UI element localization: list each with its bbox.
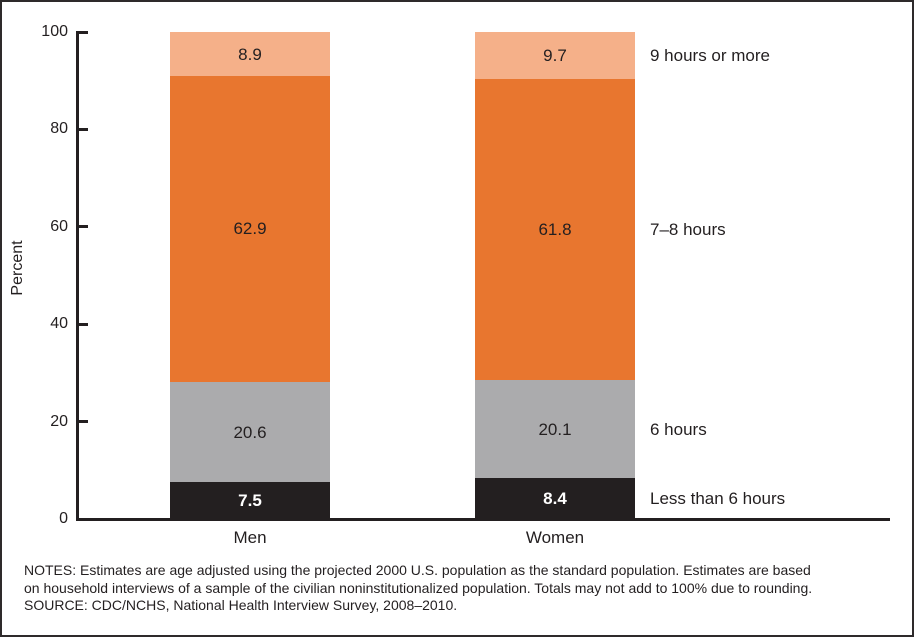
y-axis-tick-label: 100 xyxy=(41,23,68,40)
source-line: SOURCE: CDC/NCHS, National Health Interv… xyxy=(24,597,458,613)
notes-line-1: NOTES: Estimates are age adjusted using … xyxy=(24,562,811,578)
x-axis-category-label: Women xyxy=(525,528,585,547)
bar-segment-value: 8.4 xyxy=(543,489,567,509)
y-axis-line xyxy=(76,31,79,521)
legend-label: 9 hours or more xyxy=(650,46,770,66)
y-axis-tick xyxy=(78,322,88,326)
bar-segment xyxy=(475,478,635,519)
y-axis-tick xyxy=(78,225,88,229)
y-axis-tick xyxy=(78,517,88,521)
bar-segment xyxy=(170,382,330,483)
legend-label: Less than 6 hours xyxy=(650,489,786,509)
legend-label: 6 hours xyxy=(650,419,707,439)
bar-segment-value: 62.9 xyxy=(233,219,267,239)
notes-line-2: on household interviews of a sample of t… xyxy=(24,579,813,596)
y-axis-tick xyxy=(78,127,88,131)
bar-segment xyxy=(475,32,635,80)
y-axis-tick-label: 80 xyxy=(50,120,68,138)
bar-segment-value: 8.9 xyxy=(238,44,262,64)
bar-segment xyxy=(170,482,330,519)
bar-segment xyxy=(170,75,330,383)
legend-label: 7–8 hours xyxy=(650,220,726,240)
bar-segment-value: 9.7 xyxy=(543,46,567,66)
y-axis-tick xyxy=(78,420,88,424)
bar-segment-value: 61.8 xyxy=(538,220,572,240)
x-axis-category-label: Men xyxy=(233,528,267,547)
bar-segment-value: 20.6 xyxy=(233,422,267,442)
bar-segment xyxy=(475,380,635,479)
y-axis-tick-label: 40 xyxy=(50,315,68,333)
y-axis-tick xyxy=(78,30,88,34)
bar-segment xyxy=(475,79,635,381)
y-axis-tick-label: 0 xyxy=(59,510,68,527)
x-axis-line xyxy=(76,518,890,521)
notes-block: NOTES: Estimates are age adjusted using … xyxy=(24,562,898,615)
bar-segment xyxy=(170,32,330,76)
bar-segment-value: 20.1 xyxy=(538,419,572,439)
bar-segment-value: 7.5 xyxy=(238,491,262,511)
y-axis-tick-label: 60 xyxy=(50,217,68,235)
y-axis-tick-label: 20 xyxy=(50,412,68,430)
